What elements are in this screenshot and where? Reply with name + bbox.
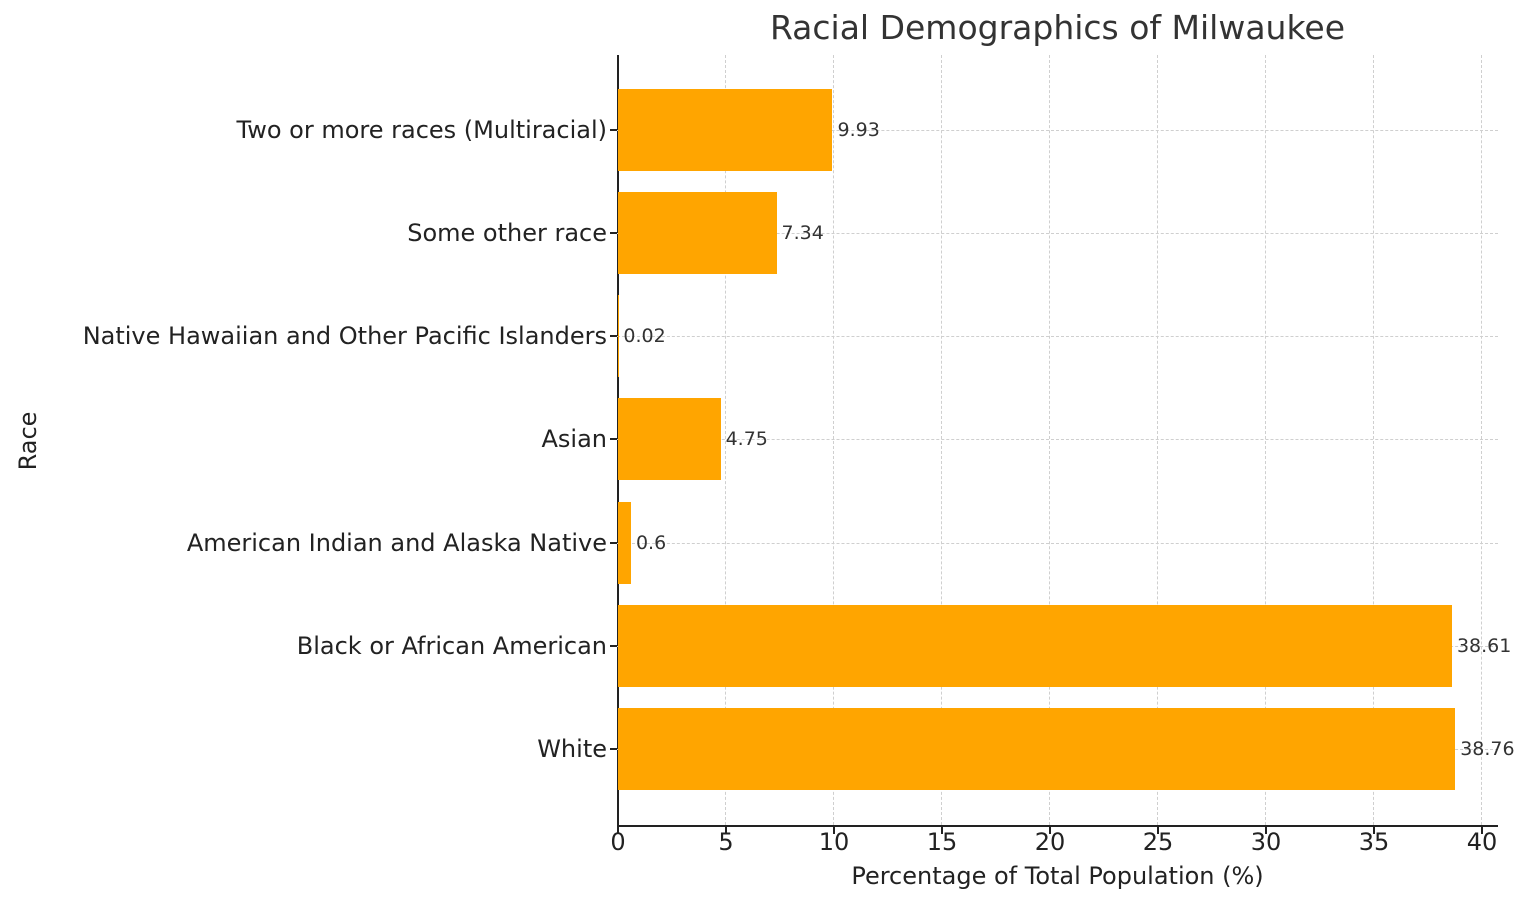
x-axis-line (617, 825, 1498, 827)
x-tick-label: 20 (1034, 828, 1066, 856)
x-tick-mark (1265, 827, 1267, 834)
bar (618, 708, 1456, 790)
y-category-label: White (537, 735, 607, 763)
bar-value-label: 0.6 (635, 531, 667, 554)
bar-value-label: 0.02 (623, 325, 666, 348)
x-tick-mark (1481, 827, 1483, 834)
x-tick-mark (617, 827, 619, 834)
horizontal-gridline (617, 439, 1498, 441)
x-tick-label: 0 (610, 828, 626, 856)
x-tick-mark (833, 827, 835, 834)
y-category-label: Black or African American (296, 631, 607, 660)
bar (618, 501, 631, 584)
x-tick-mark (1157, 827, 1159, 834)
x-tick-label: 40 (1466, 828, 1498, 856)
bar-value-label: 7.34 (781, 222, 824, 244)
y-category-label: Native Hawaiian and Other Pacific Island… (82, 322, 607, 351)
x-tick-label: 30 (1250, 828, 1282, 856)
y-tick-mark (610, 644, 617, 647)
bar (618, 192, 777, 274)
chart-title: Racial Demographics of Milwaukee (769, 8, 1346, 47)
x-tick-mark (725, 827, 727, 834)
y-category-label: Asian (541, 425, 607, 454)
x-tick-label: 35 (1358, 828, 1390, 856)
y-tick-mark (610, 335, 617, 338)
x-tick-label: 25 (1142, 828, 1174, 856)
horizontal-gridline (617, 129, 1498, 131)
y-category-label: Two or more races (Multiracial) (236, 115, 607, 144)
horizontal-gridline (617, 233, 1498, 234)
bar (618, 88, 833, 171)
bar-value-label: 38.76 (1460, 738, 1515, 760)
bar-value-label: 38.61 (1456, 634, 1512, 657)
bar-value-label: 4.75 (725, 428, 768, 451)
y-axis-title: Race (14, 411, 42, 471)
y-tick-mark (610, 748, 617, 750)
horizontal-gridline (617, 542, 1498, 544)
y-category-label: American Indian and Alaska Native (186, 528, 607, 557)
y-tick-mark (610, 128, 617, 131)
y-tick-mark (610, 438, 617, 441)
x-tick-label: 5 (718, 828, 734, 856)
y-tick-mark (610, 232, 617, 234)
bar (618, 604, 1452, 687)
y-category-label: Some other race (407, 219, 607, 247)
y-tick-mark (610, 541, 617, 544)
x-tick-mark (1049, 827, 1051, 834)
plot-area: 38.76 38.61 0.6 4.75 0.02 7.34 9.93 (610, 55, 1515, 834)
x-tick-mark (941, 827, 943, 834)
bar-value-label: 9.93 (837, 118, 880, 141)
horizontal-gridline (617, 336, 1498, 338)
x-tick-label: 15 (926, 828, 958, 856)
bar (618, 398, 721, 481)
x-tick-label: 10 (818, 828, 850, 856)
x-tick-mark (1373, 827, 1375, 834)
x-axis-title: Percentage of Total Population (%) (851, 862, 1264, 890)
